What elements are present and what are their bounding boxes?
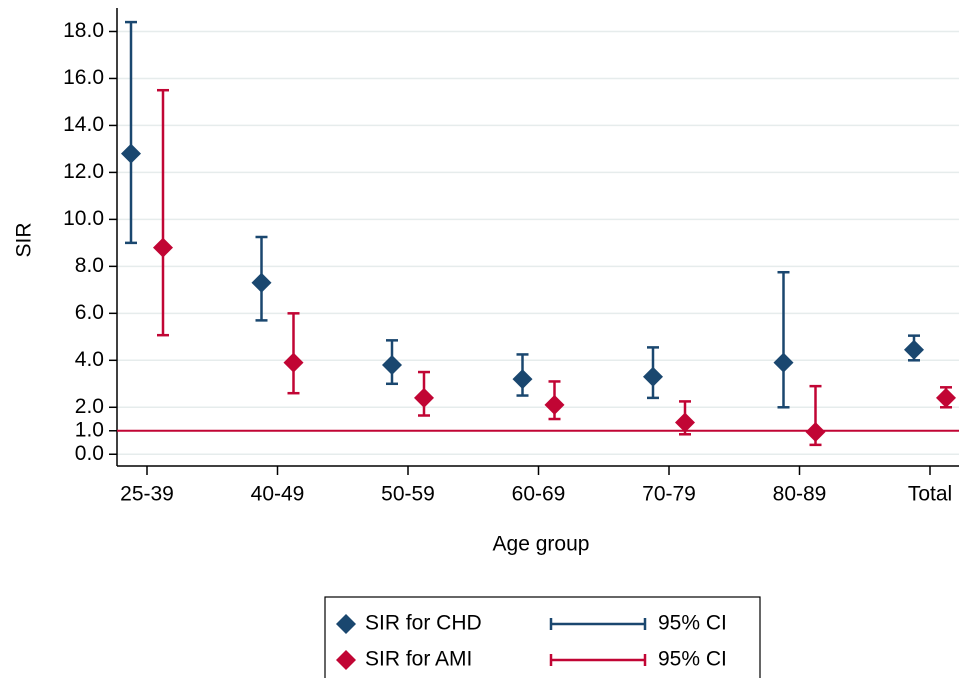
x-tick-label: 50-59 <box>381 483 435 506</box>
y-tick-label: 18.0 <box>63 19 104 42</box>
x-tick-label: 25-39 <box>120 483 174 506</box>
point <box>805 421 826 442</box>
y-tick-label: 10.0 <box>63 207 104 230</box>
y-tick-label: 4.0 <box>75 348 104 371</box>
y-tick-label: 0.0 <box>75 442 104 465</box>
point <box>773 352 794 373</box>
legend-marker <box>336 614 356 634</box>
point <box>153 237 173 258</box>
point <box>283 352 304 373</box>
point <box>251 272 272 293</box>
y-tick-label: 12.0 <box>63 160 104 183</box>
x-tick-label: 80-89 <box>773 483 827 506</box>
point <box>544 394 565 415</box>
x-tick-label: Total <box>908 483 952 506</box>
point <box>512 369 533 390</box>
point <box>936 387 956 408</box>
legend-box <box>324 596 761 678</box>
y-tick-label: 16.0 <box>63 66 104 89</box>
point <box>675 412 695 433</box>
y-tick-label: 6.0 <box>75 301 104 324</box>
y-tick-label: 14.0 <box>63 113 104 136</box>
y-axis-title: SIR <box>13 222 36 257</box>
point <box>382 355 402 376</box>
point <box>643 366 663 387</box>
x-tick-label: 60-69 <box>512 483 566 506</box>
x-axis-title: Age group <box>493 533 590 556</box>
point <box>414 387 434 408</box>
point <box>121 143 141 164</box>
legend-marker <box>336 650 356 670</box>
x-tick-label: 40-49 <box>251 483 305 506</box>
legend-label: SIR for AMI <box>365 648 472 671</box>
legend-label: 95% CI <box>658 648 727 671</box>
legend-label: 95% CI <box>658 612 727 635</box>
x-tick-label: 70-79 <box>642 483 696 506</box>
legend-label: SIR for CHD <box>365 612 482 635</box>
y-tick-label: 1.0 <box>75 418 104 441</box>
y-tick-label: 8.0 <box>75 254 104 277</box>
y-tick-label: 2.0 <box>75 395 104 418</box>
point <box>904 339 924 360</box>
